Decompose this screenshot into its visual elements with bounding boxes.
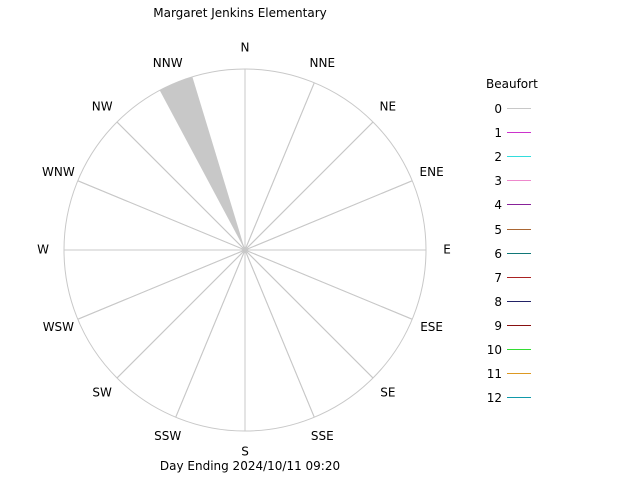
legend-entry-label: 0 xyxy=(494,102,502,116)
legend-entry: 11 xyxy=(486,342,546,381)
direction-label-se: SE xyxy=(380,385,395,399)
legend-entry: 8 xyxy=(486,270,546,309)
legend-entry: 12 xyxy=(486,366,546,405)
legend-entry-label: 11 xyxy=(486,367,502,382)
legend-entry: 10 xyxy=(486,318,546,357)
legend-entry: 5 xyxy=(486,198,546,237)
legend-entry: 0 xyxy=(486,77,546,116)
legend-swatch-line xyxy=(507,204,531,206)
direction-label-n: N xyxy=(241,41,250,55)
legend-swatch-line xyxy=(507,373,531,375)
legend-entry: 1 xyxy=(486,101,546,140)
legend-entry: 9 xyxy=(486,294,546,333)
legend-swatch-line xyxy=(507,276,531,278)
direction-label-ene: ENE xyxy=(420,165,444,179)
legend-swatch-line xyxy=(507,324,531,326)
rose-petals xyxy=(159,76,245,250)
legend-swatch-line xyxy=(507,132,531,134)
direction-label-e: E xyxy=(443,243,451,257)
direction-label-nne: NNE xyxy=(310,56,336,70)
direction-label-wsw: WSW xyxy=(43,320,74,334)
legend-entry: 3 xyxy=(486,149,546,188)
legend-entry-label: 5 xyxy=(494,222,502,237)
legend-entry-label: 10 xyxy=(486,343,502,357)
chart-footer: Day Ending 2024/10/11 09:20 xyxy=(159,459,341,473)
direction-label-sw: SW xyxy=(92,385,112,399)
legend-entry: 4 xyxy=(486,173,546,212)
direction-label-w: W xyxy=(37,243,49,257)
direction-label-ese: ESE xyxy=(420,320,443,334)
legend: Beaufort 0 1 2 3 4 5 6 7 8 9 10 11 12 xyxy=(486,77,538,405)
direction-labels: N NNE NE ENE E ESE SE SSE S SSW SW WSW W WNW NW NNW xyxy=(37,41,451,459)
legend-swatch-line xyxy=(507,108,531,109)
direction-label-sse: SSE xyxy=(311,429,334,443)
direction-label-ssw: SSW xyxy=(154,429,181,443)
legend-entry-label: 8 xyxy=(494,294,502,309)
legend-entry: 6 xyxy=(486,222,546,261)
legend-entry: 2 xyxy=(486,125,546,164)
direction-label-ne: NE xyxy=(380,100,397,114)
legend-swatch-line xyxy=(507,349,531,350)
legend-entry-label: 1 xyxy=(494,126,502,141)
legend-swatch-line xyxy=(507,300,531,302)
legend-entry-label: 4 xyxy=(494,198,502,213)
direction-label-s: S xyxy=(241,445,249,459)
petal-nnw xyxy=(159,76,245,250)
legend-swatch-line xyxy=(507,156,531,158)
legend-swatch-line xyxy=(507,180,531,182)
legend-entry-label: 2 xyxy=(494,150,502,165)
legend-entry-label: 6 xyxy=(494,246,502,261)
legend-entry-label: 7 xyxy=(494,270,502,285)
direction-label-nnw: NNW xyxy=(153,56,183,70)
direction-label-wnw: WNW xyxy=(42,165,75,179)
legend-entry-label: 12 xyxy=(486,391,502,406)
legend-swatch-line xyxy=(507,397,531,399)
chart-title: Margaret Jenkins Elementary xyxy=(153,6,327,20)
legend-swatch-line xyxy=(507,228,531,230)
legend-entry: 7 xyxy=(486,246,546,285)
legend-entry-label: 9 xyxy=(494,318,502,333)
legend-swatch-line xyxy=(507,252,531,254)
direction-label-nw: NW xyxy=(92,100,113,114)
legend-title: Beaufort xyxy=(486,77,538,91)
legend-entry-label: 3 xyxy=(494,174,502,189)
